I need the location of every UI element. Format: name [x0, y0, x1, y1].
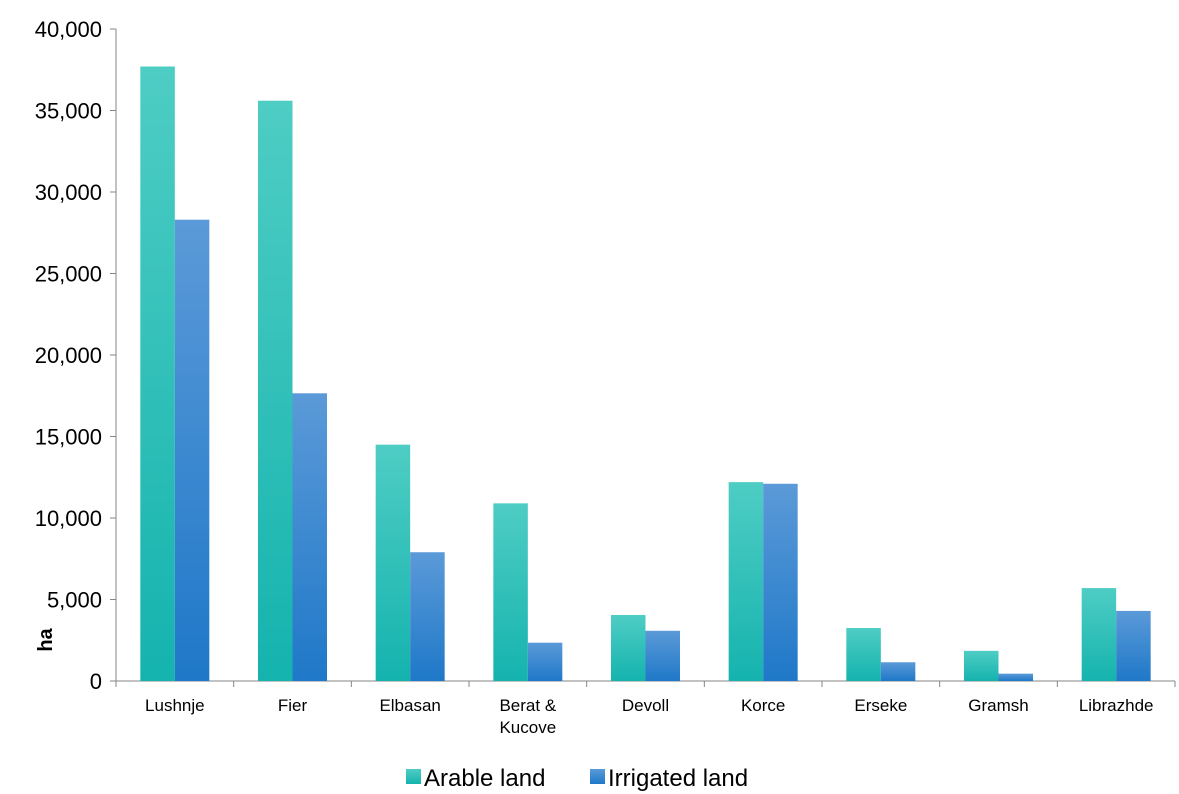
y-tick-label: 10,000: [35, 506, 102, 531]
x-tick-label: Devoll: [622, 696, 669, 715]
x-tick-label: Berat & Kucove: [499, 696, 556, 737]
irrigated-land-bar: [763, 483, 798, 681]
arable-land-bar: [611, 614, 646, 681]
x-tick-label: Librazhde: [1079, 696, 1154, 715]
arable-land-bar: [375, 444, 411, 681]
bars-group: [140, 66, 1151, 682]
legend: Arable land Irrigated land: [406, 765, 748, 792]
irrigated-land-bar: [645, 630, 680, 681]
x-tick-label: Fier: [278, 696, 308, 715]
irrigated-land-bar: [292, 393, 327, 681]
legend-label-irrigated: Irrigated land: [608, 765, 748, 792]
x-tick-label: Elbasan: [379, 696, 440, 715]
irrigated-land-bar: [880, 662, 916, 681]
x-tick-label: Lushnje: [145, 696, 205, 715]
irrigated-land-bar: [410, 552, 445, 681]
legend-swatch-irrigated: [590, 769, 605, 784]
y-tick-label: 5,000: [47, 588, 102, 613]
y-tick-label: 30,000: [35, 180, 102, 205]
arable-land-bar: [1081, 588, 1117, 681]
x-axis-tick-labels: Lushnje Fier Elbasan Berat & Kucove Devoll Kor…: [145, 696, 1153, 737]
y-axis-label: ha: [35, 627, 57, 651]
y-tick-label: 20,000: [35, 343, 102, 368]
irrigated-land-bar: [998, 673, 1033, 681]
x-tick-label: Korce: [741, 696, 785, 715]
x-tick-label: Erseke: [854, 696, 907, 715]
arable-land-bar: [493, 503, 528, 681]
arable-land-bar: [140, 66, 175, 682]
legend-swatch-arable: [406, 769, 421, 784]
x-tick-label: Gramsh: [968, 696, 1028, 715]
y-tick-label: 25,000: [35, 262, 102, 287]
y-tick-label: 0: [90, 669, 102, 694]
arable-land-bar: [846, 628, 881, 681]
legend-label-arable: Arable land: [424, 765, 545, 792]
irrigated-land-bar: [174, 219, 210, 681]
arable-land-bar: [964, 650, 999, 681]
y-tick-label: 15,000: [35, 425, 102, 450]
arable-land-bar: [728, 482, 764, 681]
irrigated-land-bar: [527, 642, 563, 681]
arable-land-bar: [258, 100, 293, 682]
y-tick-label: 40,000: [35, 17, 102, 42]
irrigated-land-bar: [1116, 610, 1151, 681]
y-tick-label: 35,000: [35, 99, 102, 124]
y-axis-tick-labels: 0 5,000 10,000 15,000 20,000 25,000 30,000 35,0…: [35, 17, 102, 694]
